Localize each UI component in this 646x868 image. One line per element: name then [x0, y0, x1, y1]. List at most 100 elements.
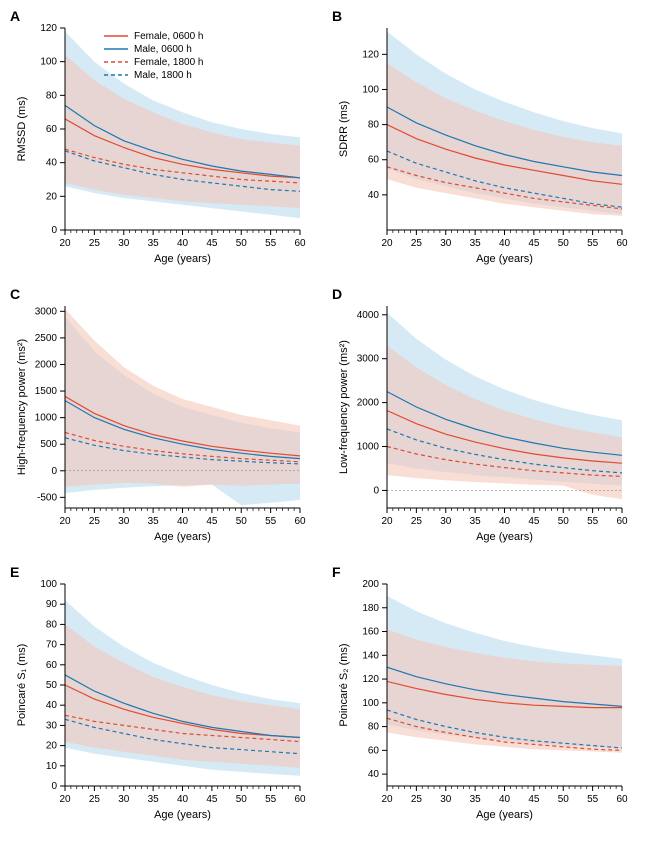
y-tick-label: 120	[40, 23, 57, 34]
x-tick-label: 25	[411, 516, 423, 527]
ci-band-female	[65, 309, 300, 487]
y-axis-label: SDRR (ms)	[338, 101, 350, 157]
y-axis-label: RMSSD (ms)	[16, 97, 28, 162]
x-axis-label: Age (years)	[476, 809, 533, 821]
y-tick-label: 500	[40, 439, 57, 450]
x-tick-label: 55	[265, 516, 277, 527]
x-tick-label: 55	[265, 238, 277, 249]
x-tick-label: 35	[148, 238, 160, 249]
legend-label: Male, 0600 h	[134, 44, 192, 55]
x-tick-label: 45	[528, 516, 540, 527]
x-tick-label: 50	[236, 794, 248, 805]
x-tick-label: 60	[616, 794, 628, 805]
y-tick-label: 100	[362, 698, 379, 709]
y-tick-label: 100	[362, 84, 379, 95]
x-tick-label: 30	[440, 238, 452, 249]
x-tick-label: 30	[440, 516, 452, 527]
x-axis-label: Age (years)	[476, 253, 533, 265]
y-tick-label: 80	[46, 90, 58, 101]
x-tick-label: 20	[381, 238, 393, 249]
panel-C: C202530354045505560Age (years)-500050010…	[10, 288, 314, 548]
y-tick-label: 160	[362, 627, 379, 638]
panel-letter: E	[10, 564, 19, 580]
y-tick-label: 1000	[35, 413, 58, 424]
y-axis-label: Poincaré S₂ (ms)	[338, 643, 350, 726]
panel-E: E202530354045505560Age (years)0102030405…	[10, 566, 314, 826]
x-tick-label: 40	[177, 238, 189, 249]
panel-A: A202530354045505560Age (years)0204060801…	[10, 10, 314, 270]
figure-grid: A202530354045505560Age (years)0204060801…	[10, 10, 636, 826]
x-tick-label: 45	[206, 516, 218, 527]
y-tick-label: 1000	[357, 442, 380, 453]
y-tick-label: 90	[46, 599, 58, 610]
y-tick-label: 40	[46, 700, 58, 711]
x-tick-label: 30	[440, 794, 452, 805]
y-tick-label: 20	[46, 741, 58, 752]
y-tick-label: 2000	[357, 398, 380, 409]
x-tick-label: 40	[499, 794, 511, 805]
chart-D: 202530354045505560Age (years)01000200030…	[332, 288, 632, 548]
y-tick-label: 80	[368, 722, 380, 733]
chart-C: 202530354045505560Age (years)-5000500100…	[10, 288, 310, 548]
x-tick-label: 25	[411, 794, 423, 805]
panel-F: F202530354045505560Age (years)4060801001…	[332, 566, 636, 826]
y-tick-label: 20	[46, 191, 58, 202]
panel-letter: B	[332, 8, 342, 24]
y-tick-label: 0	[373, 485, 379, 496]
legend-label: Female, 0600 h	[134, 31, 204, 42]
x-tick-label: 25	[89, 238, 101, 249]
x-tick-label: 30	[118, 516, 130, 527]
x-tick-label: 40	[177, 794, 189, 805]
y-tick-label: 2500	[35, 333, 58, 344]
x-tick-label: 20	[381, 516, 393, 527]
x-axis-label: Age (years)	[154, 809, 211, 821]
y-tick-label: 60	[368, 745, 380, 756]
chart-F: 202530354045505560Age (years)40608010012…	[332, 566, 632, 826]
y-tick-label: 1500	[35, 386, 58, 397]
x-tick-label: 45	[206, 238, 218, 249]
y-tick-label: 60	[368, 155, 380, 166]
legend-label: Female, 1800 h	[134, 57, 204, 68]
x-tick-label: 35	[470, 794, 482, 805]
y-tick-label: 40	[46, 158, 58, 169]
x-tick-label: 35	[470, 516, 482, 527]
x-tick-label: 45	[528, 794, 540, 805]
y-tick-label: 140	[362, 650, 379, 661]
chart-E: 202530354045505560Age (years)01020304050…	[10, 566, 310, 826]
x-axis-label: Age (years)	[154, 531, 211, 543]
x-tick-label: 25	[89, 516, 101, 527]
y-tick-label: 80	[46, 619, 58, 630]
x-tick-label: 20	[59, 516, 71, 527]
y-tick-label: 60	[46, 660, 58, 671]
x-tick-label: 55	[587, 238, 599, 249]
x-tick-label: 55	[265, 794, 277, 805]
x-axis-label: Age (years)	[476, 531, 533, 543]
x-tick-label: 20	[59, 238, 71, 249]
y-tick-label: 120	[362, 49, 379, 60]
y-axis-label: High-frequency power (ms²)	[16, 339, 28, 475]
x-tick-label: 60	[294, 516, 306, 527]
panel-D: D202530354045505560Age (years)0100020003…	[332, 288, 636, 548]
y-tick-label: 200	[362, 579, 379, 590]
y-tick-label: 0	[51, 225, 57, 236]
x-tick-label: 40	[499, 238, 511, 249]
y-tick-label: 10	[46, 761, 58, 772]
x-tick-label: 35	[148, 516, 160, 527]
y-tick-label: 60	[46, 124, 58, 135]
x-tick-label: 35	[470, 238, 482, 249]
x-tick-label: 60	[616, 516, 628, 527]
y-tick-label: 50	[46, 680, 58, 691]
x-tick-label: 50	[558, 238, 570, 249]
panel-letter: F	[332, 564, 341, 580]
chart-A: 202530354045505560Age (years)02040608010…	[10, 10, 310, 270]
y-tick-label: 3000	[35, 306, 58, 317]
y-tick-label: 40	[368, 190, 380, 201]
y-axis-label: Low-frequency power (ms²)	[338, 340, 350, 474]
x-tick-label: 35	[148, 794, 160, 805]
legend-label: Male, 1800 h	[134, 70, 192, 81]
panel-letter: A	[10, 8, 20, 24]
x-tick-label: 55	[587, 516, 599, 527]
x-tick-label: 50	[558, 516, 570, 527]
y-tick-label: 3000	[357, 354, 380, 365]
x-tick-label: 45	[528, 238, 540, 249]
